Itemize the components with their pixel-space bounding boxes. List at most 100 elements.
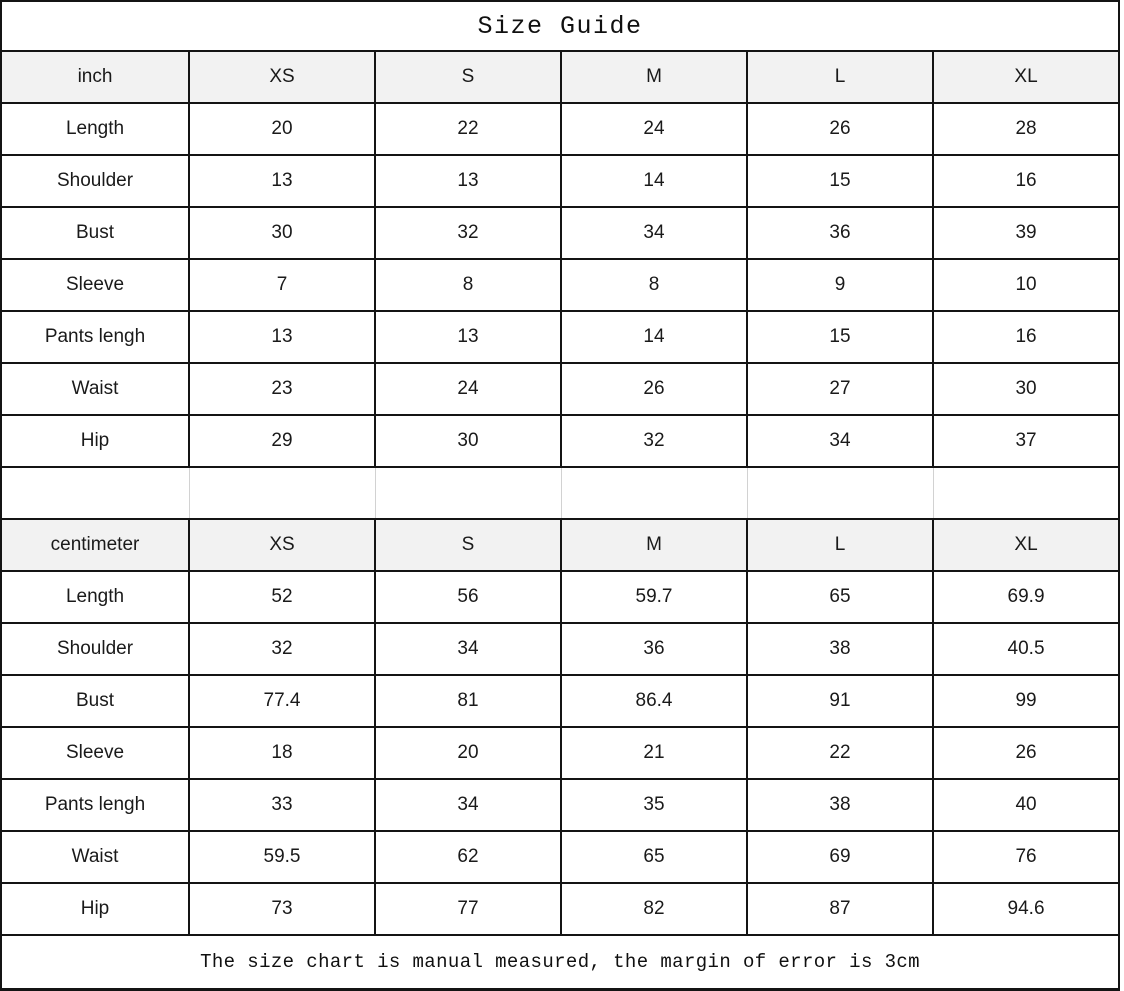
row-label: Length [0, 570, 190, 624]
table-cell: 34 [374, 622, 562, 676]
table-cell: 8 [560, 258, 748, 312]
table-cell: 65 [560, 830, 748, 884]
inch-column-header-xl: XL [931, 50, 1121, 104]
table-cell: 26 [931, 726, 1121, 780]
table-cell: 20 [374, 726, 562, 780]
spacer-cell [932, 466, 1120, 520]
table-row: Length 20 22 24 26 28 [0, 102, 1121, 156]
table-cell: 21 [560, 726, 748, 780]
inch-unit-header: inch [0, 50, 190, 104]
centimeter-unit-header: centimeter [0, 518, 190, 572]
table-cell: 34 [560, 206, 748, 260]
table-cell: 37 [931, 414, 1121, 468]
inch-column-header-xs: XS [188, 50, 376, 104]
table-cell: 13 [374, 154, 562, 208]
table-cell: 76 [931, 830, 1121, 884]
centimeter-column-header-xs: XS [188, 518, 376, 572]
table-cell: 34 [746, 414, 934, 468]
table-cell: 7 [188, 258, 376, 312]
table-cell: 14 [560, 154, 748, 208]
table-cell: 13 [188, 310, 376, 364]
row-label: Hip [0, 414, 190, 468]
table-cell: 35 [560, 778, 748, 832]
table-cell: 22 [374, 102, 562, 156]
table-cell: 86.4 [560, 674, 748, 728]
table-cell: 73 [188, 882, 376, 936]
row-label: Shoulder [0, 154, 190, 208]
table-cell: 10 [931, 258, 1121, 312]
table-cell: 36 [560, 622, 748, 676]
table-cell: 27 [746, 362, 934, 416]
table-cell: 69 [746, 830, 934, 884]
table-cell: 32 [374, 206, 562, 260]
table-row: Sleeve 7 8 8 9 10 [0, 258, 1121, 312]
centimeter-column-header-xl: XL [931, 518, 1121, 572]
table-row: Shoulder 13 13 14 15 16 [0, 154, 1121, 208]
table-row: Bust 77.4 81 86.4 91 99 [0, 674, 1121, 728]
centimeter-column-header-s: S [374, 518, 562, 572]
table-row: Waist 59.5 62 65 69 76 [0, 830, 1121, 884]
row-label: Bust [0, 674, 190, 728]
table-row: Waist 23 24 26 27 30 [0, 362, 1121, 416]
footer-note-row: The size chart is manual measured, the m… [1, 934, 1120, 990]
table-cell: 30 [374, 414, 562, 468]
spacer-cell [374, 466, 562, 520]
row-label: Waist [0, 830, 190, 884]
table-cell: 34 [374, 778, 562, 832]
row-label: Length [0, 102, 190, 156]
footer-note: The size chart is manual measured, the m… [1, 934, 1120, 990]
inch-header-row: inch XS S M L XL [0, 50, 1121, 104]
table-cell: 52 [188, 570, 376, 624]
spacer-cell [1, 466, 190, 520]
table-cell: 38 [746, 778, 934, 832]
spacer-cell [560, 466, 748, 520]
table-cell: 13 [374, 310, 562, 364]
table-cell: 33 [188, 778, 376, 832]
table-row: Hip 73 77 82 87 94.6 [0, 882, 1121, 936]
table-cell: 82 [560, 882, 748, 936]
table-cell: 24 [374, 362, 562, 416]
row-label: Bust [0, 206, 190, 260]
table-cell: 22 [746, 726, 934, 780]
table-cell: 15 [746, 154, 934, 208]
table-cell: 26 [560, 362, 748, 416]
row-label: Hip [0, 882, 190, 936]
table-cell: 28 [931, 102, 1121, 156]
table-row: Pants lengh 13 13 14 15 16 [0, 310, 1121, 364]
row-label: Sleeve [0, 258, 190, 312]
table-cell: 87 [746, 882, 934, 936]
table-row: Shoulder 32 34 36 38 40.5 [0, 622, 1121, 676]
table-cell: 18 [188, 726, 376, 780]
table-cell: 77 [374, 882, 562, 936]
table-cell: 36 [746, 206, 934, 260]
table-cell: 40 [931, 778, 1121, 832]
centimeter-column-header-l: L [746, 518, 934, 572]
spacer-cell [188, 466, 376, 520]
page-title: Size Guide [1, 1, 1120, 52]
table-cell: 99 [931, 674, 1121, 728]
table-cell: 40.5 [931, 622, 1121, 676]
table-cell: 91 [746, 674, 934, 728]
inch-column-header-s: S [374, 50, 562, 104]
table-cell: 23 [188, 362, 376, 416]
row-label: Shoulder [0, 622, 190, 676]
table-cell: 65 [746, 570, 934, 624]
table-row: Hip 29 30 32 34 37 [0, 414, 1121, 468]
table-row: Sleeve 18 20 21 22 26 [0, 726, 1121, 780]
row-label: Pants lengh [0, 778, 190, 832]
table-row: Bust 30 32 34 36 39 [0, 206, 1121, 260]
table-cell: 59.7 [560, 570, 748, 624]
table-cell: 16 [931, 310, 1121, 364]
table-cell: 38 [746, 622, 934, 676]
inch-column-header-l: L [746, 50, 934, 104]
table-cell: 30 [188, 206, 376, 260]
row-label: Pants lengh [0, 310, 190, 364]
table-cell: 32 [188, 622, 376, 676]
table-cell: 94.6 [931, 882, 1121, 936]
table-cell: 81 [374, 674, 562, 728]
table-cell: 39 [931, 206, 1121, 260]
table-cell: 24 [560, 102, 748, 156]
centimeter-column-header-m: M [560, 518, 748, 572]
table-row: Length 52 56 59.7 65 69.9 [0, 570, 1121, 624]
